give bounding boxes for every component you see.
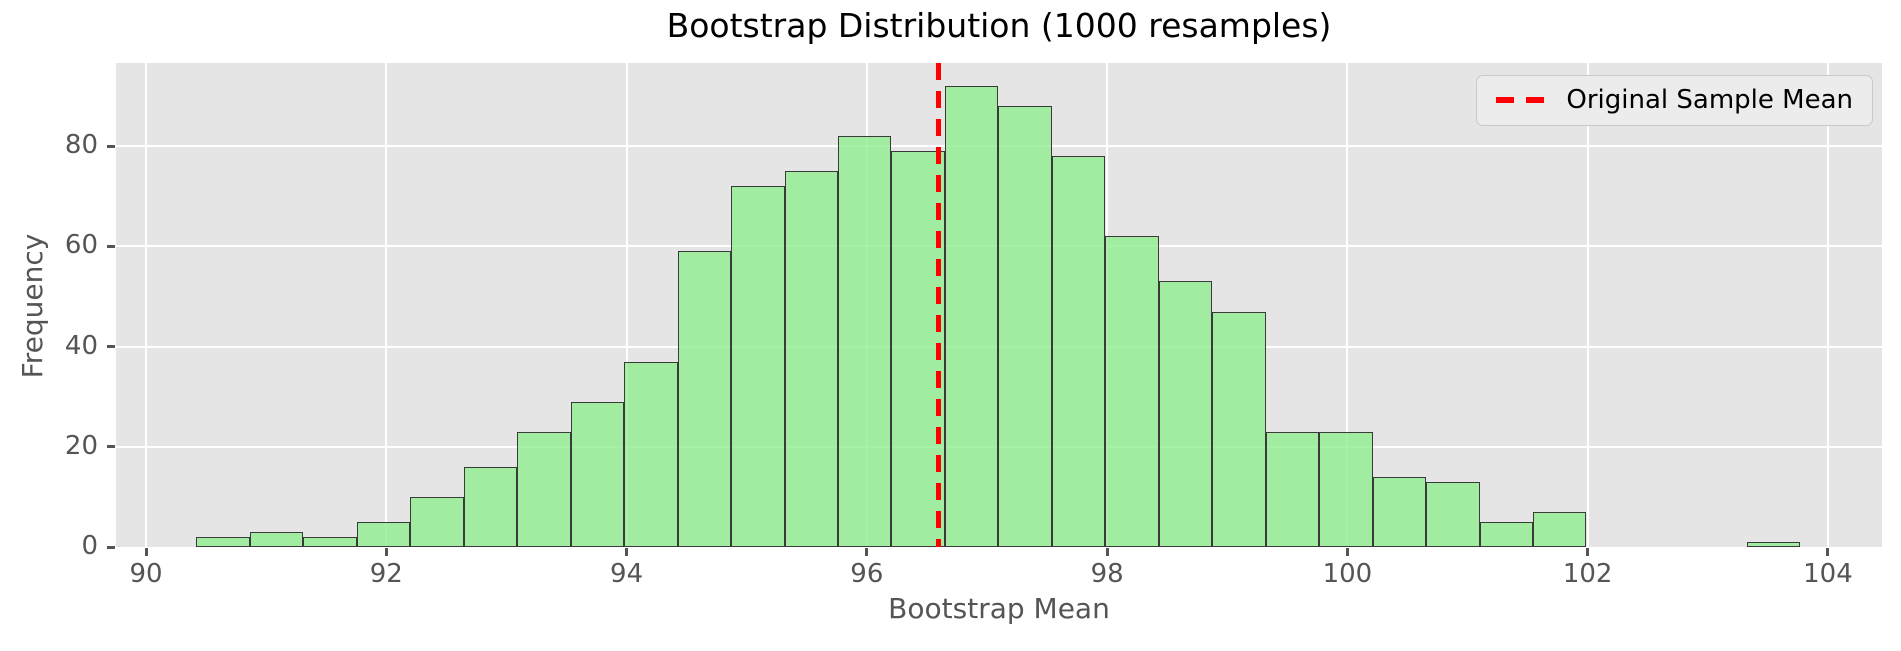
y-tick-label-40: 40 [64, 330, 98, 361]
y-tick-label-80: 80 [64, 130, 98, 161]
histogram-bar [570, 401, 625, 547]
x-tick-label-104: 104 [1803, 559, 1853, 589]
histogram-bar [624, 361, 678, 547]
x-tick-mark-94 [625, 548, 629, 556]
histogram-bar [1051, 156, 1106, 547]
x-tick-label-90: 90 [129, 559, 163, 589]
gridline-x-90 [145, 63, 148, 547]
histogram-bar [356, 521, 411, 547]
legend-label: Original Sample Mean [1566, 85, 1853, 115]
histogram-bar [463, 466, 518, 547]
y-tick-mark-0 [107, 545, 115, 549]
chart-title: Bootstrap Distribution (1000 resamples) [666, 6, 1332, 45]
histogram-bar [1426, 481, 1480, 547]
gridline-x-104 [1826, 63, 1829, 547]
x-tick-mark-92 [384, 548, 388, 556]
gridline-x-100 [1346, 63, 1349, 547]
x-tick-mark-90 [144, 548, 148, 556]
x-tick-label-96: 96 [850, 559, 884, 589]
histogram-bar [1158, 281, 1213, 547]
histogram-bar [410, 496, 464, 547]
x-tick-label-92: 92 [369, 559, 403, 589]
original-sample-mean-line [936, 63, 942, 547]
histogram-bar [1746, 541, 1801, 547]
x-tick-mark-104 [1826, 548, 1830, 556]
x-tick-mark-100 [1345, 548, 1349, 556]
histogram-bar [998, 106, 1052, 547]
histogram-bar [196, 536, 250, 547]
y-tick-mark-80 [107, 144, 115, 148]
histogram-bar [1105, 236, 1159, 547]
histogram-bar [891, 151, 945, 547]
y-tick-label-20: 20 [64, 430, 98, 461]
x-tick-mark-102 [1586, 548, 1590, 556]
histogram-bar [944, 86, 999, 547]
gridline-x-94 [625, 63, 628, 547]
histogram-bar [731, 186, 785, 547]
histogram-bar [677, 251, 732, 547]
x-tick-mark-98 [1105, 548, 1109, 556]
y-tick-label-60: 60 [64, 230, 98, 261]
x-axis-label: Bootstrap Mean [888, 592, 1110, 625]
histogram-bar [1212, 311, 1266, 547]
histogram-bar [838, 136, 892, 547]
y-tick-label-0: 0 [81, 531, 98, 561]
legend: Original Sample Mean [1476, 75, 1873, 126]
y-tick-mark-60 [107, 244, 115, 248]
y-tick-mark-20 [107, 445, 115, 449]
x-tick-label-94: 94 [610, 559, 644, 589]
gridline-x-102 [1586, 63, 1589, 547]
x-tick-label-102: 102 [1562, 559, 1613, 589]
plot-area: Original Sample Mean [116, 63, 1882, 547]
histogram-bar [517, 431, 571, 547]
histogram-bar [1265, 431, 1320, 547]
histogram-bar [1372, 476, 1427, 547]
x-tick-mark-96 [865, 548, 869, 556]
histogram-bar [303, 536, 357, 547]
y-tick-mark-40 [107, 345, 115, 349]
histogram-bar [1533, 511, 1587, 547]
x-tick-label-100: 100 [1322, 559, 1373, 589]
histogram-bar [1479, 521, 1533, 547]
histogram-bar [784, 171, 838, 547]
histogram-bar [1319, 431, 1373, 547]
gridline-x-92 [385, 63, 388, 547]
x-tick-label-98: 98 [1090, 559, 1124, 589]
histogram-bar [249, 531, 304, 547]
red-dashed-line-icon [1496, 97, 1547, 103]
